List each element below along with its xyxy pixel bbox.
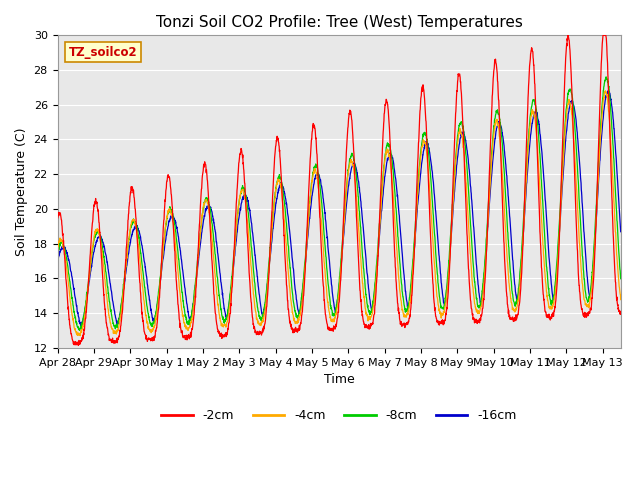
-8cm [406,287,414,293]
-4cm [76,333,84,338]
-16cm [424,142,431,148]
Line: -8cm: -8cm [58,77,621,330]
X-axis label: Time: Time [324,373,355,386]
-16cm [87,268,95,274]
-8cm [342,184,350,190]
-4cm [602,88,609,94]
-2cm [598,57,605,63]
-8cm [531,97,538,103]
-16cm [77,324,85,330]
-2cm [54,215,61,221]
-2cm [531,72,538,78]
-2cm [87,243,95,249]
-8cm [76,327,83,333]
-4cm [342,185,350,191]
-8cm [87,261,95,266]
-16cm [54,259,61,265]
-8cm [54,251,61,256]
-2cm [75,342,83,348]
-2cm [617,311,625,317]
-8cm [617,276,625,282]
Title: Tonzi Soil CO2 Profile: Tree (West) Temperatures: Tonzi Soil CO2 Profile: Tree (West) Temp… [156,15,522,30]
-4cm [424,160,431,166]
-2cm [342,146,350,152]
Line: -4cm: -4cm [58,91,621,336]
-16cm [342,201,350,206]
-4cm [87,259,95,264]
-16cm [531,109,538,115]
-16cm [617,229,625,235]
Text: TZ_soilco2: TZ_soilco2 [68,46,138,59]
-4cm [597,123,605,129]
-2cm [424,156,431,162]
-4cm [54,247,61,252]
-16cm [406,291,414,297]
-16cm [604,88,612,94]
-16cm [597,138,605,144]
-8cm [602,74,610,80]
-8cm [424,142,431,148]
-2cm [564,33,572,38]
Y-axis label: Soil Temperature (C): Soil Temperature (C) [15,127,28,256]
-8cm [597,115,605,121]
-4cm [406,297,414,303]
-4cm [617,297,625,302]
-2cm [406,308,414,313]
Line: -16cm: -16cm [58,91,621,327]
Legend: -2cm, -4cm, -8cm, -16cm: -2cm, -4cm, -8cm, -16cm [157,404,522,427]
-4cm [531,114,538,120]
Line: -2cm: -2cm [58,36,621,345]
